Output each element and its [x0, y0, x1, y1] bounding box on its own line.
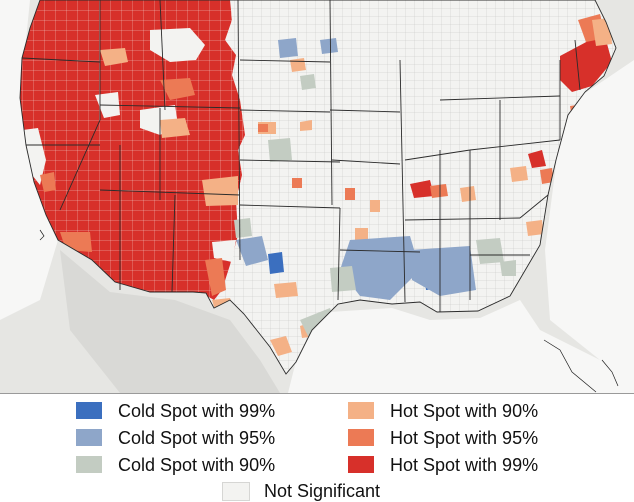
- cold-90-sc: [500, 260, 516, 276]
- legend-label-cold90: Cold Spot with 90%: [118, 455, 276, 475]
- hot-90-ne-1: [300, 120, 312, 131]
- hot-95-mo-1: [345, 188, 355, 200]
- cold-90-nd-2: [300, 74, 316, 90]
- cold-95-nd: [278, 38, 298, 58]
- state-borders: [19, 0, 617, 375]
- legend-swatch-cold90: [76, 456, 102, 473]
- hot-95-ks-1: [292, 178, 302, 188]
- cold-90-ga-2: [476, 238, 504, 264]
- legend-divider: [0, 393, 634, 394]
- legend-item-notsig: Not Significant: [222, 480, 482, 502]
- legend-swatch-cold99: [76, 402, 102, 419]
- legend-label-hot99: Hot Spot with 99%: [390, 455, 539, 475]
- cold-90-south-2: [330, 266, 356, 292]
- cold-95-tx-central: [236, 236, 268, 266]
- hot-95-kansas: [258, 124, 268, 132]
- legend-swatch-notsig: [222, 482, 250, 501]
- legend-label-hot95: Hot Spot with 95%: [390, 428, 539, 448]
- cold-95-ga: [410, 246, 476, 296]
- hot-90-oh: [460, 186, 476, 202]
- hot-90-nc: [526, 220, 544, 236]
- legend-label-cold99: Cold Spot with 99%: [118, 401, 276, 421]
- hot-99-va: [528, 150, 546, 168]
- hot-95-fringe-1: [160, 78, 195, 100]
- legend-item-cold95: Cold Spot with 95%: [76, 427, 336, 449]
- us-hotspot-map: [0, 0, 634, 393]
- hot-90-mo-2: [370, 200, 380, 212]
- legend-item-hot99: Hot Spot with 99%: [348, 454, 608, 476]
- map-canvas: [0, 0, 634, 393]
- hot-99-new-england: [560, 40, 612, 92]
- west-nonsig-texas-panhandle: [212, 240, 236, 262]
- west-nonsig-montana: [150, 28, 205, 62]
- hot-90-fringe-1: [160, 118, 190, 138]
- hot-90-nd: [290, 58, 306, 72]
- legend-label-notsig: Not Significant: [264, 481, 381, 501]
- legend-swatch-hot95: [348, 429, 374, 446]
- cold-95-sd: [320, 38, 338, 54]
- hot-95-tx-2: [270, 336, 292, 356]
- legend-label-hot90: Hot Spot with 90%: [390, 401, 539, 421]
- cold-90-ne: [268, 138, 292, 162]
- legend-item-hot90: Hot Spot with 90%: [348, 400, 608, 422]
- coastline-details: [39, 229, 619, 393]
- hot-90-ok: [355, 228, 368, 240]
- hot-95-fringe-3: [205, 258, 226, 296]
- cold-99-tx: [268, 252, 284, 274]
- legend-label-cold95: Cold Spot with 95%: [118, 428, 276, 448]
- gulf-water: [288, 300, 634, 393]
- hot-spot-99-west-counties: [20, 0, 245, 300]
- cold-95-ia: [234, 218, 252, 238]
- hot-95-kentucky: [430, 184, 448, 198]
- cold-95-south-1: [340, 236, 420, 300]
- atlantic-water: [545, 60, 634, 393]
- legend-item-cold90: Cold Spot with 90%: [76, 454, 336, 476]
- west-nonsig-coast: [22, 128, 46, 185]
- hot-95-fringe-4: [40, 172, 56, 192]
- hot-90-va: [510, 166, 528, 182]
- hot-90-fringe-3: [202, 176, 238, 206]
- legend-item-hot95: Hot Spot with 95%: [348, 427, 608, 449]
- legend-item-cold99: Cold Spot with 99%: [76, 400, 336, 422]
- legend-swatch-cold95: [76, 429, 102, 446]
- map-legend: Cold Spot with 99% Cold Spot with 95% Co…: [0, 394, 634, 502]
- hot-95-va-2: [540, 168, 554, 184]
- legend-swatch-hot99: [348, 456, 374, 473]
- hot-90-fringe-2: [100, 48, 128, 66]
- mexico-relief: [60, 250, 280, 393]
- legend-swatch-hot90: [348, 402, 374, 419]
- hot-99-kentucky: [410, 180, 434, 198]
- hot-90-tx-1: [274, 282, 298, 298]
